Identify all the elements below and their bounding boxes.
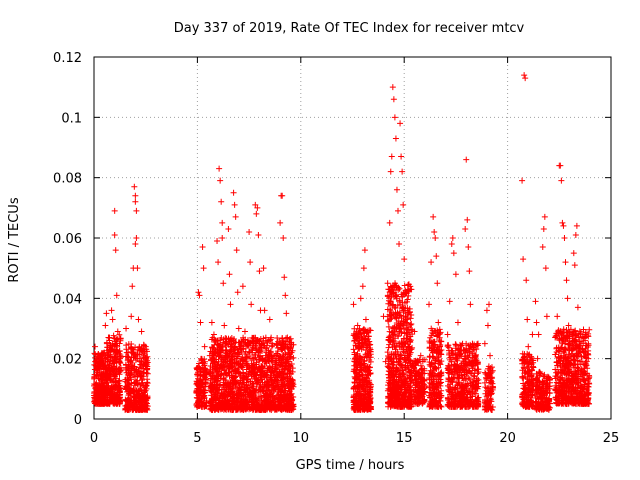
data-point: [91, 398, 98, 405]
data-point: [134, 380, 141, 387]
data-point: [98, 394, 105, 401]
data-point: [116, 371, 123, 378]
data-point: [123, 385, 130, 392]
data-point: [116, 377, 123, 384]
data-point: [130, 406, 137, 413]
data-point: [109, 340, 116, 347]
data-point: [110, 332, 117, 339]
data-point: [117, 337, 124, 344]
data-point: [133, 366, 140, 373]
data-point: [91, 350, 98, 357]
axis-ticks: [93, 56, 612, 420]
data-point: [109, 385, 116, 392]
data-point: [110, 364, 117, 371]
data-point: [385, 344, 392, 351]
data-point: [135, 388, 142, 395]
data-point: [112, 350, 119, 357]
data-point: [201, 362, 208, 369]
data-point: [130, 392, 137, 399]
data-point: [475, 366, 482, 373]
data-point: [103, 339, 110, 346]
data-point: [111, 335, 118, 342]
data-point: [133, 351, 140, 358]
data-point: [122, 385, 129, 392]
data-point: [144, 363, 151, 370]
data-point: [203, 371, 210, 378]
data-point: [140, 350, 147, 357]
data-point: [106, 394, 113, 401]
data-point: [116, 331, 123, 338]
data-point: [199, 403, 206, 410]
data-point: [93, 372, 100, 379]
data-point: [143, 362, 150, 369]
grid: [94, 57, 611, 419]
data-point: [196, 360, 203, 367]
data-point: [95, 351, 102, 358]
data-point: [128, 380, 135, 387]
data-point: [102, 383, 109, 390]
data-point: [111, 341, 118, 348]
data-point: [126, 400, 133, 407]
data-point: [103, 376, 110, 383]
data-point: [200, 372, 207, 379]
data-point: [134, 404, 141, 411]
data-point: [198, 357, 205, 364]
data-point: [129, 402, 136, 409]
data-point: [111, 354, 118, 361]
data-point: [99, 355, 106, 362]
data-point: [111, 346, 118, 353]
data-point: [125, 341, 132, 348]
data-point: [203, 399, 210, 406]
data-point: [144, 376, 151, 383]
data-point: [107, 353, 114, 360]
data-point: [123, 342, 130, 349]
data-point: [116, 359, 123, 366]
data-point: [125, 361, 132, 368]
data-point: [195, 397, 202, 404]
data-point: [125, 354, 132, 361]
data-point: [133, 398, 140, 405]
data-point: [109, 367, 116, 374]
data-point: [132, 397, 139, 404]
data-point: [125, 395, 132, 402]
data-point: [122, 405, 129, 412]
data-point: [141, 369, 148, 376]
data-point: [96, 369, 103, 376]
data-point: [199, 380, 206, 387]
data-point: [96, 359, 103, 366]
data-point: [407, 315, 414, 322]
data-points: [91, 72, 593, 413]
data-point: [193, 403, 200, 410]
data-point: [198, 379, 205, 386]
data-point: [140, 406, 147, 413]
data-point: [141, 387, 148, 394]
data-point: [105, 382, 112, 389]
data-point: [136, 355, 143, 362]
data-point: [95, 385, 102, 392]
data-point: [197, 366, 204, 373]
data-point: [132, 344, 139, 351]
data-point: [117, 352, 124, 359]
data-point: [290, 354, 297, 361]
data-point: [124, 404, 131, 411]
data-point: [128, 363, 135, 370]
data-point: [116, 347, 123, 354]
data-point: [104, 397, 111, 404]
data-point: [111, 373, 118, 380]
data-point: [401, 282, 408, 289]
data-point: [201, 356, 208, 363]
data-point: [124, 364, 131, 371]
data-point: [126, 372, 133, 379]
data-point: [113, 399, 120, 406]
